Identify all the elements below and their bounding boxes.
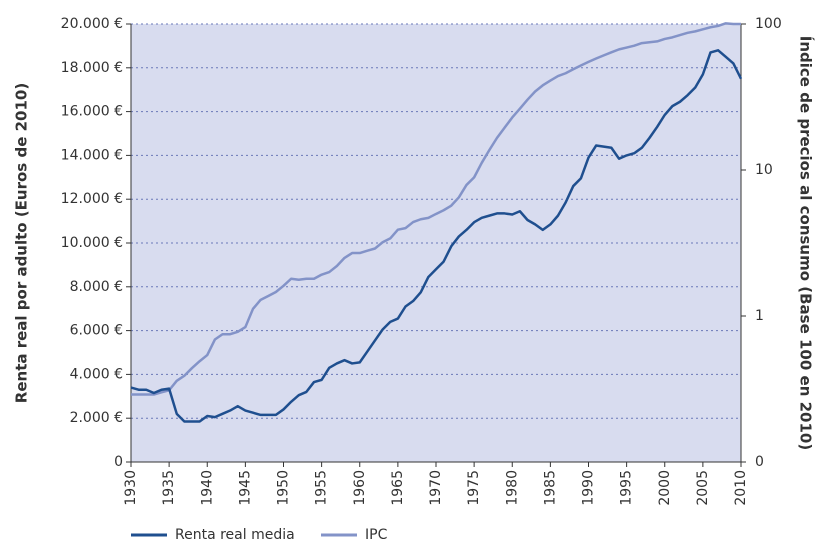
y-tick-label: 6.000 €: [70, 323, 123, 339]
x-tick-label: 1995: [619, 470, 635, 506]
y-tick-label: 4.000 €: [70, 366, 123, 382]
x-tick-label: 2005: [695, 470, 711, 506]
y-tick-label: 10.000 €: [61, 235, 123, 251]
y2-tick-label: 0: [755, 454, 764, 470]
y-tick-label: 0: [114, 454, 123, 470]
y-tick-label: 16.000 €: [61, 104, 123, 120]
y-tick-label: 2.000 €: [70, 410, 123, 426]
legend-label: Renta real media: [175, 527, 295, 543]
x-tick-label: 1970: [428, 470, 444, 506]
x-tick-label: 1950: [276, 470, 292, 506]
x-tick-label: 1930: [123, 470, 139, 506]
x-tick-label: 1975: [466, 470, 482, 506]
x-tick-label: 2010: [733, 470, 749, 506]
legend-label: IPC: [365, 527, 388, 543]
x-tick-label: 1985: [542, 470, 558, 506]
x-tick-label: 1945: [237, 470, 253, 506]
y2-tick-label: 1: [755, 308, 764, 324]
y-tick-label: 18.000 €: [61, 60, 123, 76]
x-tick-label: 1990: [581, 470, 597, 506]
x-tick-label: 1980: [504, 470, 520, 506]
series-line: [130, 49, 743, 423]
x-tick-label: 1965: [390, 470, 406, 506]
y-tick-label: 12.000 €: [61, 191, 123, 207]
x-tick-label: 1955: [314, 470, 330, 506]
y-axis-title: Renta real por adulto (Euros de 2010): [13, 83, 31, 403]
x-tick-label: 1935: [161, 470, 177, 506]
y2-axis-title: Índice de precios al consumo (Base 100 e…: [797, 36, 816, 450]
x-tick-label: 2000: [657, 470, 673, 506]
y-tick-label: 14.000 €: [61, 147, 123, 163]
y-tick-label: 20.000 €: [61, 16, 123, 32]
x-tick-label: 1940: [199, 470, 215, 506]
series-line: [131, 22, 741, 396]
y-tick-label: 8.000 €: [70, 279, 123, 295]
y2-tick-label: 100: [755, 16, 782, 32]
x-tick-label: 1960: [352, 470, 368, 506]
y2-tick-label: 10: [755, 162, 773, 178]
